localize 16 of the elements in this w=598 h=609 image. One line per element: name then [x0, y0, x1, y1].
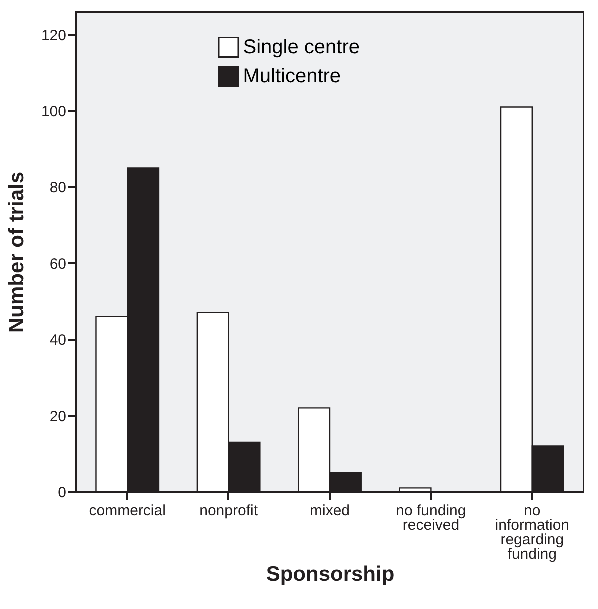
y-tick-label: 20 — [50, 408, 66, 426]
legend-label: Single centre — [243, 36, 360, 58]
y-tick-label: 100 — [41, 104, 66, 121]
x-tick-label: commercial — [89, 502, 166, 520]
y-tick-label: 60 — [50, 256, 66, 273]
y-tick-label: 80 — [50, 180, 66, 197]
x-axis-title: Sponsorship — [266, 563, 395, 586]
legend-label: Multicentre — [243, 66, 342, 88]
y-tick-label: 0 — [58, 484, 66, 502]
y-tick-label: 40 — [50, 332, 66, 350]
x-tick-label: no information regarding funding — [495, 502, 570, 563]
x-tick-label: mixed — [310, 502, 350, 520]
y-tick-label: 120 — [41, 27, 66, 44]
x-tick-label: nonprofit — [200, 502, 259, 520]
y-axis-title: Number of trials — [5, 172, 28, 334]
x-tick-label: no funding received — [396, 502, 466, 534]
